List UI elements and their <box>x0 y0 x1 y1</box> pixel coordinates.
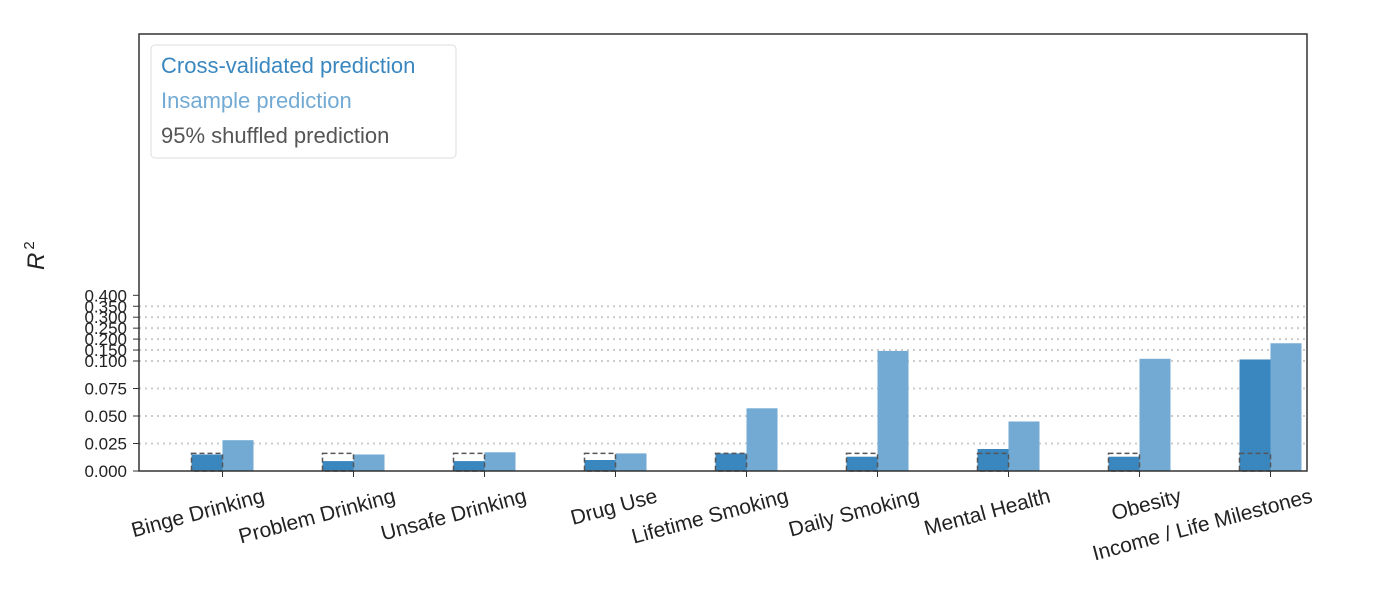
insample-bar <box>746 408 778 471</box>
y-tick-label: 0.075 <box>84 380 127 399</box>
cross-validated-bar <box>1239 359 1271 471</box>
y-tick-label: 0.100 <box>84 352 127 371</box>
y-tick-label: 0.300 <box>84 308 127 327</box>
cross-validated-bar <box>1108 456 1140 471</box>
y-tick-label: 0.000 <box>84 462 127 481</box>
insample-bar <box>1008 421 1040 471</box>
insample-bar <box>484 452 516 471</box>
y-tick-label: 0.400 <box>84 286 127 305</box>
insample-bar <box>615 453 647 471</box>
x-category-label: Unsafe Drinking <box>379 485 529 546</box>
cross-validated-bar <box>322 461 354 471</box>
x-category-label: Daily Smoking <box>786 485 922 542</box>
cross-validated-bar <box>584 460 616 471</box>
insample-bar <box>877 350 909 471</box>
cross-validated-bar <box>453 461 485 471</box>
y-tick-label: 0.350 <box>84 297 127 316</box>
y-tick-label: 0.250 <box>84 319 127 338</box>
x-category-label: Obesity <box>1109 484 1184 525</box>
insample-bar <box>1270 343 1302 471</box>
legend-box <box>150 44 457 159</box>
insample-bar <box>1139 358 1171 471</box>
y-axis-label: R2 <box>21 241 50 270</box>
cross-validated-bar <box>977 449 1009 471</box>
x-category-label: Income / Life Milestones <box>1090 485 1315 566</box>
plot-frame <box>138 33 1308 472</box>
y-tick-label: 0.150 <box>84 341 127 360</box>
insample-bar <box>222 440 254 471</box>
y-tick-label: 0.200 <box>84 330 127 349</box>
insample-bar <box>353 454 385 471</box>
legend-shuffled: 95% shuffled prediction <box>161 123 389 148</box>
cross-validated-bar <box>846 456 878 471</box>
x-category-label: Mental Health <box>922 485 1053 541</box>
y-tick-label: 0.050 <box>84 407 127 426</box>
y-tick-label: 0.025 <box>84 435 127 454</box>
cross-validated-bar <box>191 454 223 471</box>
cross-validated-bar <box>715 453 747 471</box>
legend-cross-validated: Cross-validated prediction <box>161 53 415 78</box>
legend-insample: Insample prediction <box>161 88 352 113</box>
